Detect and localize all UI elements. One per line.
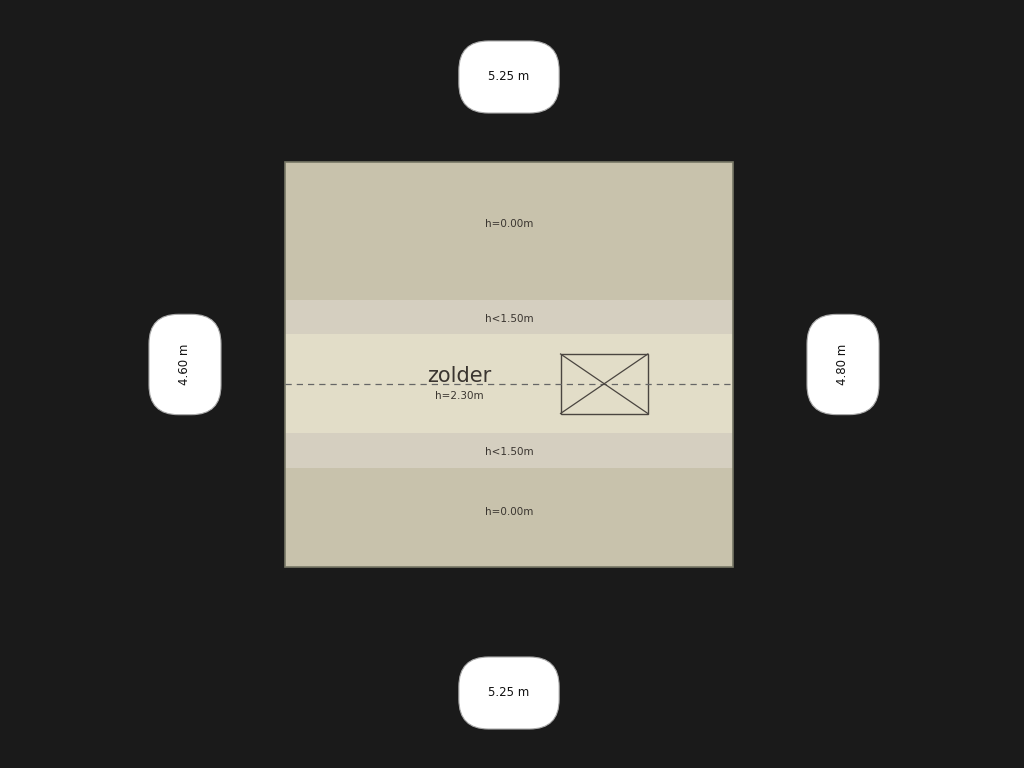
- Bar: [285, 433, 733, 468]
- Text: 4.80 m: 4.80 m: [837, 344, 850, 385]
- Bar: [285, 300, 733, 334]
- Text: h=0.00m: h=0.00m: [484, 508, 534, 518]
- Text: h=2.30m: h=2.30m: [435, 391, 484, 401]
- Bar: [285, 162, 733, 567]
- Text: h<1.50m: h<1.50m: [484, 313, 534, 323]
- Bar: [285, 334, 733, 433]
- Text: h<1.50m: h<1.50m: [484, 447, 534, 457]
- Text: zolder: zolder: [428, 366, 492, 386]
- Text: 4.60 m: 4.60 m: [178, 344, 191, 386]
- Text: 5.25 m: 5.25 m: [488, 687, 529, 700]
- Text: 5.25 m: 5.25 m: [488, 71, 529, 84]
- Bar: [285, 468, 733, 567]
- Bar: [285, 162, 733, 300]
- Text: h=0.00m: h=0.00m: [484, 219, 534, 229]
- Bar: [560, 354, 648, 413]
